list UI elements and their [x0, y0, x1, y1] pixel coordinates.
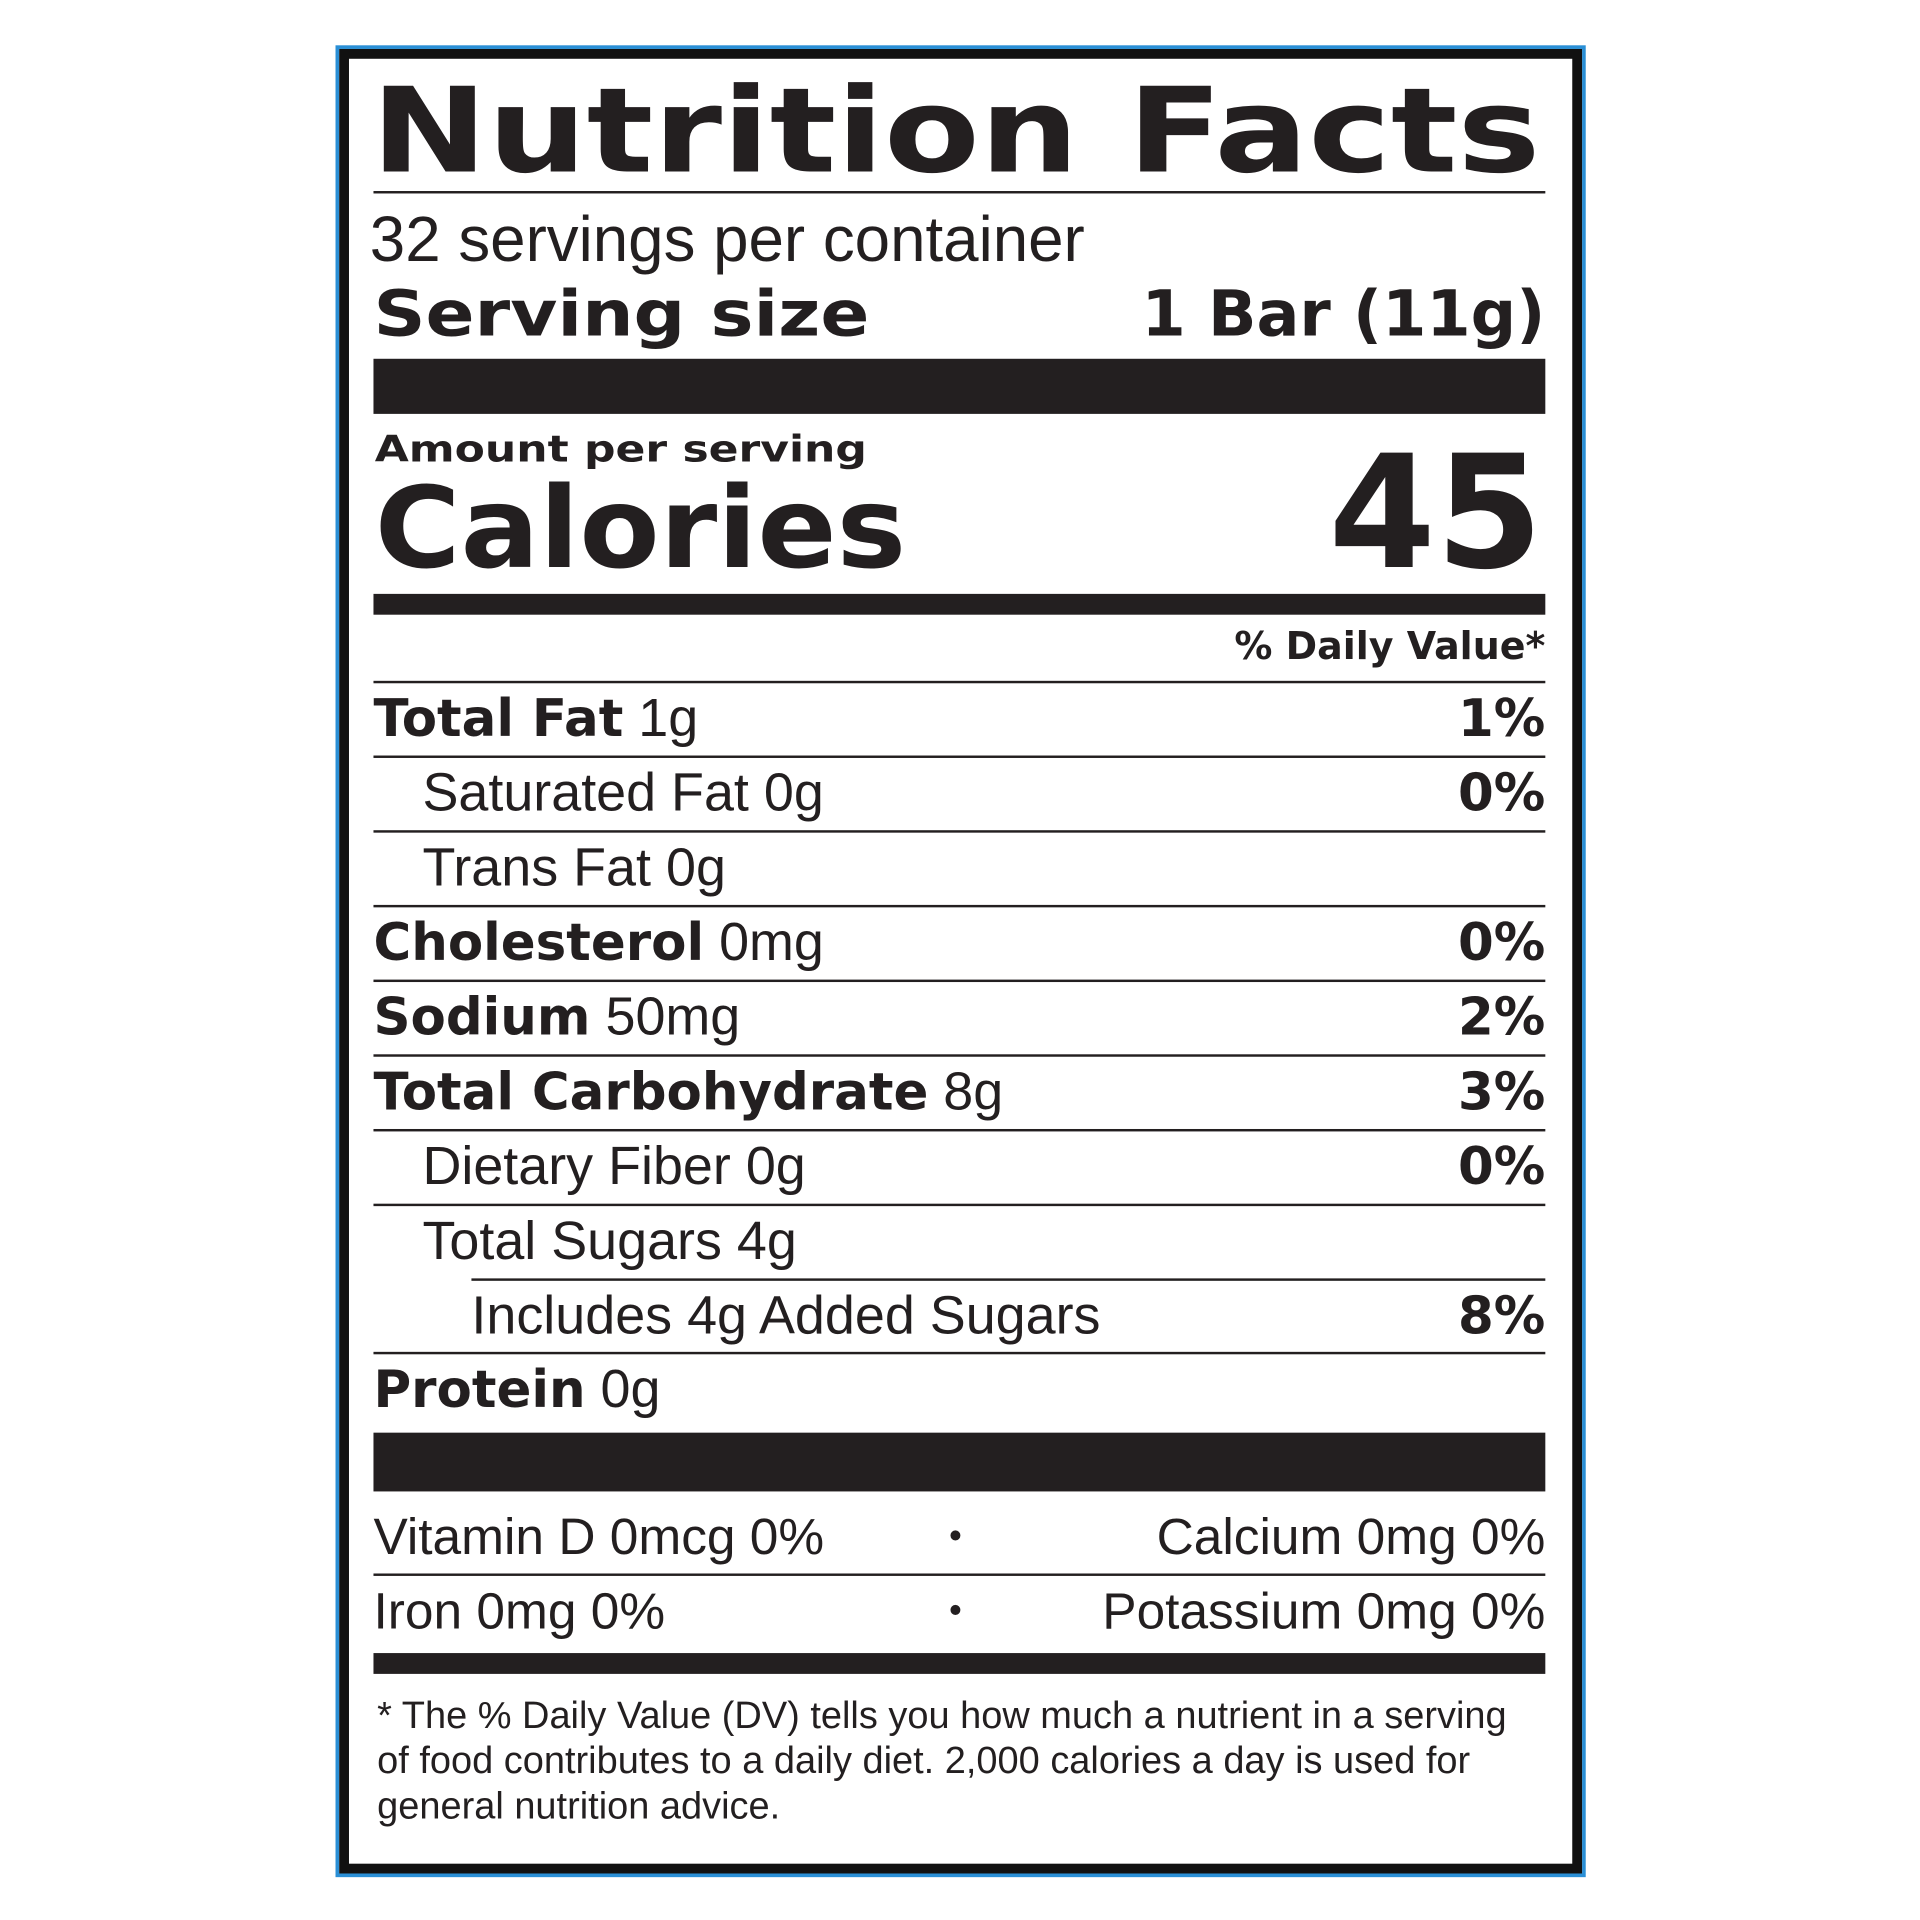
nutrient-row-sodium: Sodium 50mg 2%	[373, 981, 1545, 1053]
nutrient-amount: 1g	[638, 687, 699, 748]
title-text: Nutrition Facts	[371, 73, 1540, 183]
nutrient-amount: 0g	[600, 1358, 661, 1419]
nutrient-row-trans-fat: Trans Fat 0g	[373, 831, 1545, 903]
serving-size-value: 1 Bar (11g)	[1141, 278, 1545, 352]
calories-value: 45	[1329, 422, 1543, 588]
nutrient-row-total-carbohydrate: Total Carbohydrate 8g 3%	[373, 1056, 1545, 1128]
nutrient-name: Total Fat	[373, 687, 624, 748]
servings-per-container: 32 servings per container	[369, 204, 1085, 276]
divider	[373, 191, 1546, 194]
nutrient-amount: 0g	[745, 1135, 806, 1196]
nutrient-dv: 0%	[1457, 912, 1546, 973]
calories-label: Calories	[375, 462, 906, 588]
nutrient-name: Trans Fat	[422, 836, 651, 897]
nutrient-amount: 4g	[736, 1210, 797, 1271]
vitamin-right: Potassium 0mg 0%	[1102, 1582, 1546, 1640]
vitamin-left: Iron 0mg 0%	[373, 1582, 666, 1640]
nutrient-name: Total Carbohydrate	[373, 1061, 929, 1122]
nutrient-dv: 8%	[1457, 1285, 1546, 1346]
nutrient-name: Cholesterol	[373, 911, 705, 972]
nutrient-row-dietary-fiber: Dietary Fiber 0g 0%	[373, 1130, 1545, 1202]
nutrient-amount: 0g	[763, 762, 824, 823]
nutrient-dv: 2%	[1457, 986, 1546, 1047]
nutrient-name: Saturated Fat	[422, 762, 749, 823]
vitamin-right: Calcium 0mg 0%	[1156, 1507, 1546, 1565]
nutrient-row-total-fat: Total Fat 1g 1%	[373, 682, 1545, 754]
serving-size-label: Serving size	[373, 278, 869, 352]
separator-dot: •	[948, 1515, 962, 1557]
nutrient-name: Includes 4g Added Sugars	[471, 1285, 1101, 1346]
nutrient-row-total-sugars: Total Sugars 4g	[373, 1205, 1545, 1277]
thick-divider	[373, 358, 1546, 414]
thick-divider	[373, 1432, 1546, 1492]
title: Nutrition Facts	[371, 73, 1540, 183]
nutrient-name: Dietary Fiber	[422, 1135, 731, 1196]
daily-value-header: % Daily Value*	[1234, 624, 1546, 669]
serving-size-row: Serving size 1 Bar (11g)	[373, 278, 1545, 352]
nutrient-row-saturated-fat: Saturated Fat 0g 0%	[373, 757, 1545, 829]
footnote: * The % Daily Value (DV) tells you how m…	[377, 1693, 1507, 1827]
nutrient-row-cholesterol: Cholesterol 0mg 0%	[373, 906, 1545, 978]
separator-dot: •	[948, 1590, 962, 1632]
nutrient-dv: 3%	[1457, 1061, 1546, 1122]
nutrient-row-added-sugars: Includes 4g Added Sugars 8%	[373, 1280, 1545, 1352]
medium-divider	[373, 593, 1546, 615]
nutrient-amount: 0mg	[719, 911, 824, 972]
medium-divider	[373, 1653, 1546, 1674]
nutrient-dv: 1%	[1457, 688, 1546, 749]
nutrition-facts-panel	[335, 45, 1586, 1878]
nutrient-dv: 0%	[1457, 762, 1546, 823]
vitamin-left: Vitamin D 0mcg 0%	[373, 1507, 825, 1565]
amount-per-serving: Amount per serving	[375, 428, 867, 471]
nutrient-name: Sodium	[373, 986, 591, 1047]
nutrient-amount: 50mg	[605, 986, 741, 1047]
calories-section: Amount per serving Calories 45	[375, 422, 1543, 588]
divider	[373, 680, 1546, 684]
nutrient-name: Protein	[373, 1358, 586, 1419]
nutrient-amount: 0g	[665, 836, 726, 897]
nutrient-name: Total Sugars	[422, 1210, 722, 1271]
vitamin-row: Vitamin D 0mcg 0% • Calcium 0mg 0%	[373, 1501, 1545, 1572]
vitamin-row: Iron 0mg 0% • Potassium 0mg 0%	[373, 1576, 1545, 1647]
nutrient-amount: 8g	[943, 1061, 1004, 1122]
nutrient-row-protein: Protein 0g	[373, 1353, 1545, 1425]
nutrient-dv: 0%	[1457, 1136, 1546, 1197]
